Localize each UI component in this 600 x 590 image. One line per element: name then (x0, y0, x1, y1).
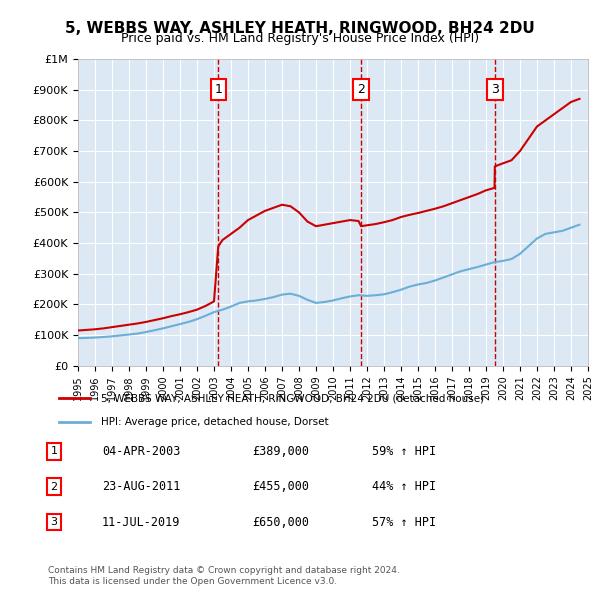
Text: 3: 3 (50, 517, 58, 527)
Text: 04-APR-2003: 04-APR-2003 (102, 445, 181, 458)
Text: £455,000: £455,000 (252, 480, 309, 493)
Text: 1: 1 (50, 447, 58, 456)
Text: 57% ↑ HPI: 57% ↑ HPI (372, 516, 436, 529)
Text: 5, WEBBS WAY, ASHLEY HEATH, RINGWOOD, BH24 2DU (detached house): 5, WEBBS WAY, ASHLEY HEATH, RINGWOOD, BH… (101, 394, 484, 403)
Text: 44% ↑ HPI: 44% ↑ HPI (372, 480, 436, 493)
Text: 1: 1 (214, 83, 222, 96)
Text: HPI: Average price, detached house, Dorset: HPI: Average price, detached house, Dors… (101, 417, 328, 427)
Text: £389,000: £389,000 (252, 445, 309, 458)
Text: 23-AUG-2011: 23-AUG-2011 (102, 480, 181, 493)
Text: 2: 2 (357, 83, 365, 96)
Text: 5, WEBBS WAY, ASHLEY HEATH, RINGWOOD, BH24 2DU: 5, WEBBS WAY, ASHLEY HEATH, RINGWOOD, BH… (65, 21, 535, 35)
Text: £650,000: £650,000 (252, 516, 309, 529)
Text: 59% ↑ HPI: 59% ↑ HPI (372, 445, 436, 458)
Text: Price paid vs. HM Land Registry's House Price Index (HPI): Price paid vs. HM Land Registry's House … (121, 32, 479, 45)
Text: 2: 2 (50, 482, 58, 491)
Text: 3: 3 (491, 83, 499, 96)
Text: Contains HM Land Registry data © Crown copyright and database right 2024.
This d: Contains HM Land Registry data © Crown c… (48, 566, 400, 586)
Text: 11-JUL-2019: 11-JUL-2019 (102, 516, 181, 529)
